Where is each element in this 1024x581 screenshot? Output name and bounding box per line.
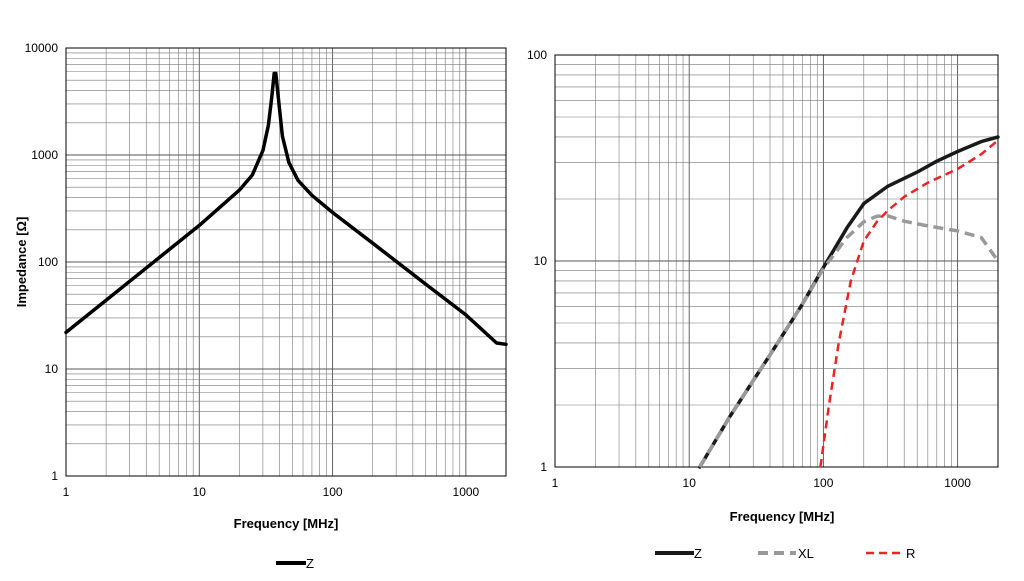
chart-left-x-tick-label: 1	[63, 485, 70, 499]
chart-right-series-z-line	[698, 135, 1000, 469]
chart-right-x-tick-label: 10	[683, 476, 697, 490]
chart-right-xlabel: Frequency [MHz]	[730, 509, 835, 524]
chart-right-series-xl-line	[698, 213, 1000, 468]
legend-right-xl-label: XL	[798, 546, 814, 561]
chart-left-series	[64, 71, 508, 347]
chart-left-x-tick-label: 1000	[453, 485, 480, 499]
chart-right-x-tick-label: 100	[813, 476, 833, 490]
chart-right-y-tick-label: 10	[534, 254, 548, 268]
chart-left-y-tick-label: 10	[45, 362, 59, 376]
impedance-chart-left: 1 10 100 1000 10000 1 10 100 1000 Impedance [Ω]…	[14, 41, 508, 531]
chart-left-x-tick-label: 10	[193, 485, 207, 499]
legend-left-z-label: Z	[306, 556, 314, 571]
chart-right-y-ticks: 1 10 100	[527, 48, 547, 474]
chart-left-y-ticks: 1 10 100 1000 10000	[25, 41, 59, 483]
chart-left-y-tick-label: 100	[38, 255, 58, 269]
chart-right-series	[698, 135, 1000, 469]
chart-left-y-tick-label: 10000	[25, 41, 59, 55]
chart-left-x-tick-label: 100	[323, 485, 343, 499]
legend-right-r-label: R	[906, 546, 915, 561]
chart-left-y-tick-label: 1	[51, 469, 58, 483]
chart-right-x-ticks: 1 10 100 1000	[552, 476, 972, 490]
chart-left-ylabel: Impedance [Ω]	[14, 217, 29, 308]
chart-right-x-tick-label: 1	[552, 476, 559, 490]
chart-right-grid	[554, 54, 999, 468]
chart-left-y-tick-label: 1000	[31, 148, 58, 162]
chart-right-x-tick-label: 1000	[944, 476, 971, 490]
impedance-chart-right: 1 10 100 1 10 100 1000 Frequency [MHz]	[527, 48, 1000, 524]
chart-right-series-r-line	[819, 139, 999, 468]
chart-left-series-z-line	[64, 71, 508, 347]
chart-right-legend: Z XL R	[655, 546, 915, 561]
chart-right-y-tick-label: 100	[527, 48, 547, 62]
chart-right-y-tick-label: 1	[540, 460, 547, 474]
chart-left-legend: Z	[276, 556, 314, 571]
chart-right-plot-area	[554, 54, 999, 468]
chart-left-x-ticks: 1 10 100 1000	[63, 485, 480, 499]
legend-right-z-label: Z	[694, 546, 702, 561]
chart-left-grid	[65, 47, 507, 477]
chart-left-plot-area	[65, 47, 507, 477]
chart-left-xlabel: Frequency [MHz]	[234, 516, 339, 531]
